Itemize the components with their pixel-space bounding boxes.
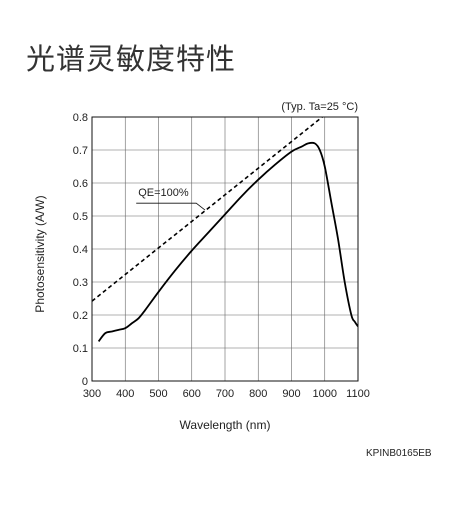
y-tick-label: 0.7: [73, 145, 88, 157]
y-tick-label: 0.4: [73, 244, 88, 256]
x-tick-label: 1100: [346, 388, 370, 400]
x-tick-label: 300: [83, 388, 101, 400]
series-layer: [92, 117, 358, 342]
y-tick-label: 0.1: [73, 343, 88, 355]
y-tick-label: 0.8: [73, 112, 88, 124]
photosensitivity-curve: [97, 141, 358, 342]
condition-note: (Typ. Ta=25 °C): [281, 101, 358, 113]
y-tick-label: 0.5: [73, 211, 88, 223]
qe-100-reference-line: [92, 117, 324, 302]
y-tick-label: 0.3: [73, 277, 88, 289]
x-tick-label: 400: [116, 388, 134, 400]
x-tick-label: 1000: [313, 388, 337, 400]
y-tick-label: 0.2: [73, 310, 88, 322]
y-axis-title: Photosensitivity (A/W): [33, 195, 47, 312]
page-title: 光谱灵敏度特性: [26, 42, 237, 76]
x-tick-label: 800: [249, 388, 267, 400]
qe-annotation-label: QE=100%: [138, 187, 189, 199]
document-code: KPINB0165EB: [366, 448, 432, 459]
plot-frame: [91, 116, 359, 382]
annotations: QE=100%: [136, 187, 206, 211]
y-tick-label: 0.6: [73, 178, 88, 190]
x-tick-label: 500: [149, 388, 167, 400]
qe-annotation-leader: [136, 202, 206, 211]
y-tick-label: 0: [82, 376, 88, 388]
x-tick-label: 900: [282, 388, 300, 400]
x-tick-label: 600: [183, 388, 201, 400]
tick-labels: 300 400 500 600 700 800 900 1000 1100 0 0.1 0.2 0.3 0…: [73, 112, 370, 400]
grid: [91, 116, 359, 382]
x-axis-title: Wavelength (nm): [180, 418, 271, 432]
x-tick-label: 700: [216, 388, 234, 400]
